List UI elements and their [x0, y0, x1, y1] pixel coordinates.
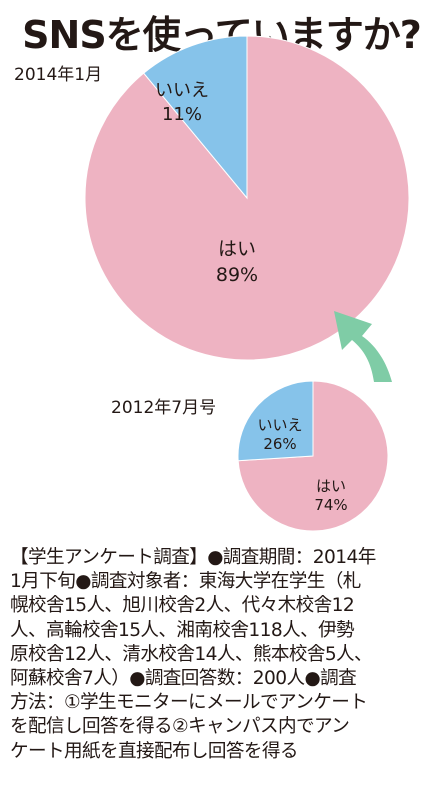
- pie-2012-iie-label: いいえ: [257, 416, 302, 434]
- pie-2012-slice-iie: [237, 380, 314, 462]
- pie-2014: 2014年1月 はい 89% いいえ 11%: [14, 35, 410, 361]
- pie-2012-hai-label: はい: [316, 477, 346, 495]
- pie-2014-iie-value: 11%: [162, 104, 202, 125]
- pie-2012-iie-value: 26%: [263, 435, 296, 453]
- pie-2012-title: 2012年7月号: [111, 398, 216, 418]
- pie-2014-hai-value: 89%: [216, 264, 258, 286]
- pie-2012: 2012年7月号 はい 74% いいえ 26%: [111, 380, 389, 532]
- arrow-body: [334, 311, 392, 382]
- pie-2014-hai-label: はい: [218, 238, 256, 260]
- pie-2014-slice-iie: [143, 35, 248, 200]
- trend-arrow: [334, 311, 392, 382]
- pie-2014-title: 2014年1月: [14, 65, 102, 85]
- pie-2014-iie-label: いいえ: [155, 80, 209, 101]
- survey-note: 【学生アンケート調査】●調査期間：2014年 1月下旬●調査対象者：東海大学在学…: [10, 547, 376, 762]
- pie-2012-hai-value: 74%: [314, 496, 347, 514]
